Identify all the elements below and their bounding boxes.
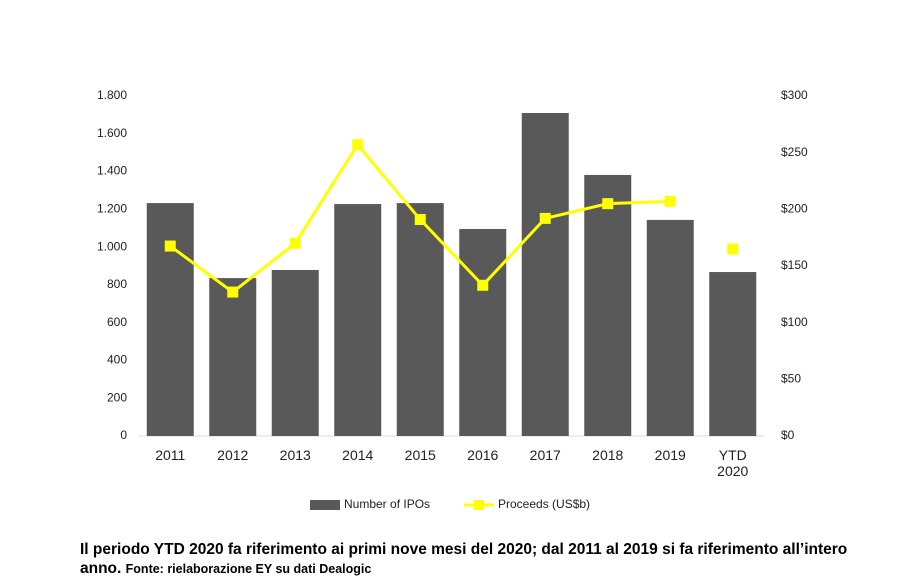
y2-tick-label: $100 (781, 315, 808, 329)
legend-swatch (474, 500, 484, 510)
x-tick-label: 2018 (592, 447, 624, 463)
y-tick-label: 1.600 (97, 126, 127, 140)
y-tick-label: 0 (120, 428, 127, 442)
bar (146, 203, 194, 436)
y-tick-label: 400 (107, 353, 127, 367)
marker (164, 240, 176, 252)
y-tick-label: 600 (107, 315, 127, 329)
marker (414, 214, 426, 226)
y-tick-label: 1.400 (97, 164, 127, 178)
y-tick-label: 1.000 (97, 239, 127, 253)
x-tick-label: 2013 (279, 447, 311, 463)
note: Il periodo YTD 2020 fa riferimento ai pr… (80, 541, 848, 577)
y2-tick-label: $200 (781, 202, 808, 216)
marker (664, 195, 676, 207)
bar (396, 203, 444, 436)
legend-label: Proceeds (US$b) (498, 497, 590, 511)
marker (602, 198, 614, 210)
bar (334, 204, 382, 436)
bar (584, 174, 632, 436)
marker (539, 212, 551, 224)
footnote: Il periodo YTD 2020 fa riferimento ai pr… (80, 540, 880, 579)
x-tick-label: 2015 (404, 447, 436, 463)
marker (477, 279, 489, 291)
x-tick-label: 2014 (342, 447, 374, 463)
legend-label: Number of IPOs (344, 497, 430, 511)
y2-tick-label: $250 (781, 145, 808, 159)
source: Fonte: rielaborazione EY su dati Dealogi… (125, 562, 372, 576)
bar (271, 269, 319, 436)
y-tick-label: 200 (107, 390, 127, 404)
bar (209, 278, 257, 436)
y2-tick-label: $50 (781, 372, 801, 386)
x-tick-label: 2011 (155, 447, 186, 463)
x-tick-label: 2016 (467, 447, 499, 463)
y-tick-label: 1.200 (97, 202, 127, 216)
x-tick-label: YTD 2020 (717, 447, 749, 479)
y2-tick-label: $0 (781, 428, 795, 442)
y2-tick-label: $300 (781, 88, 808, 102)
x-tick-label: 2012 (217, 447, 249, 463)
y-tick-label: 1.800 (97, 88, 127, 102)
x-tick-label: 2017 (529, 447, 561, 463)
bar (709, 272, 757, 436)
marker (289, 237, 301, 249)
bar (521, 113, 569, 436)
y2-tick-label: $150 (781, 258, 808, 272)
legend-swatch (310, 500, 340, 510)
x-tick-label: 2019 (654, 447, 686, 463)
bar (646, 219, 694, 436)
marker (227, 286, 239, 298)
marker (727, 243, 739, 255)
y-tick-label: 800 (107, 277, 127, 291)
marker (352, 139, 364, 151)
bar (459, 228, 507, 436)
